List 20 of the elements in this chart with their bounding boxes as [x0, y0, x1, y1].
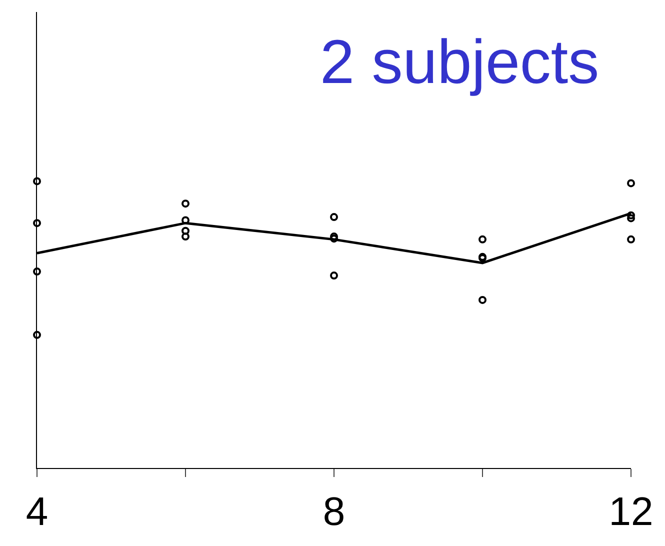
point — [478, 296, 486, 304]
point — [33, 330, 41, 339]
point — [627, 211, 635, 220]
point — [33, 268, 41, 276]
x-tick-label: 8 — [322, 490, 346, 534]
point — [330, 272, 338, 280]
point — [33, 219, 41, 228]
point — [182, 232, 190, 241]
chart-title: 2 subjects — [320, 28, 600, 97]
point — [627, 214, 635, 222]
point — [627, 179, 635, 188]
x-tick-label: 4 — [26, 490, 48, 534]
point — [478, 235, 486, 244]
point — [182, 226, 190, 235]
x-tick-label: 12 — [608, 490, 654, 534]
point — [627, 235, 635, 244]
point — [182, 200, 190, 208]
point — [33, 177, 41, 186]
point — [330, 213, 338, 222]
point — [182, 216, 190, 224]
